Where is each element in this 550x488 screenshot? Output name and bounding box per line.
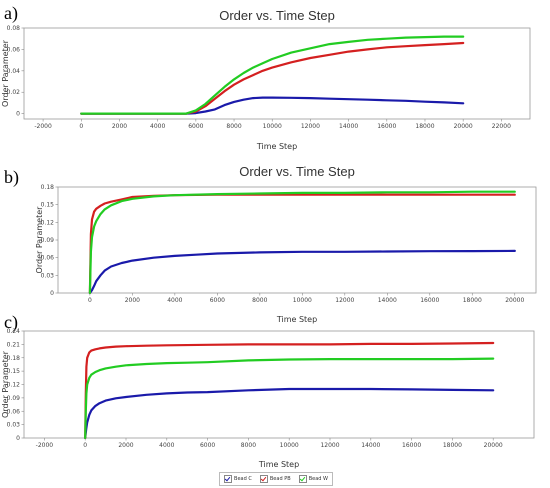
x-tick-label-c: 18000: [443, 442, 462, 449]
y-tick-label-b: 0: [50, 290, 54, 297]
x-tick-label-b: 16000: [420, 297, 439, 304]
y-axis-label-c: Order Parameter: [1, 350, 10, 418]
legend-label-bead-c: Bead C: [234, 476, 252, 482]
series-line-bead-w-a: [80, 35, 465, 115]
y-tick-label-b: 0.15: [41, 202, 55, 209]
chart-title-a: Order vs. Time Step: [219, 8, 335, 23]
x-tick-label-b: 0: [88, 297, 92, 304]
x-tick-label-c: 10000: [280, 442, 299, 449]
y-tick-label-b: 0.06: [41, 255, 55, 262]
x-tick-label-b: 10000: [293, 297, 312, 304]
series-line-bead-w-b: [88, 190, 516, 295]
x-axis-label-c: Time Step: [258, 460, 299, 469]
x-tick-label-b: 14000: [378, 297, 397, 304]
x-tick-label-a: 14000: [339, 123, 358, 130]
y-tick-label-a: 0.02: [7, 89, 21, 96]
x-tick-label-b: 6000: [210, 297, 225, 304]
x-tick-label-a: 22000: [492, 123, 511, 130]
y-tick-label-a: 0: [16, 111, 20, 118]
x-tick-label-c: 0: [83, 442, 87, 449]
y-tick-label-c: 0.18: [7, 355, 21, 362]
legend: Bead C Bead PB Bead W: [219, 472, 333, 486]
x-tick-label-a: 16000: [377, 123, 396, 130]
panel-label-a: a): [4, 3, 18, 23]
x-tick-label-c: 4000: [159, 442, 174, 449]
x-tick-label-a: 4000: [150, 123, 165, 130]
chart-title-b: Order vs. Time Step: [239, 164, 355, 179]
y-tick-label-a: 0.06: [7, 46, 21, 53]
y-tick-label-b: 0.12: [41, 219, 55, 226]
y-tick-label-b: 0.18: [41, 184, 55, 191]
x-tick-label-c: 8000: [241, 442, 256, 449]
legend-item-bead-pb[interactable]: Bead PB: [259, 475, 291, 483]
legend-swatch-bead-pb: [259, 475, 268, 483]
x-tick-label-b: 2000: [125, 297, 140, 304]
y-axis-label-b: Order Parameter: [35, 206, 44, 274]
y-tick-label-c: 0.21: [7, 341, 21, 348]
series-line-bead-pb-c: [84, 341, 495, 440]
legend-label-bead-pb: Bead PB: [269, 476, 291, 482]
x-tick-label-a: 8000: [226, 123, 241, 130]
series-line-bead-w-c: [84, 357, 495, 440]
plot-area-a: [23, 27, 531, 120]
y-tick-label-b: 0.03: [41, 272, 55, 279]
x-axis-label-a: Time Step: [256, 142, 297, 151]
x-tick-label-c: 6000: [200, 442, 215, 449]
x-tick-label-b: 18000: [463, 297, 482, 304]
y-tick-label-b: 0.09: [41, 237, 55, 244]
x-tick-label-b: 20000: [505, 297, 524, 304]
y-tick-label-c: 0: [16, 435, 20, 442]
x-tick-label-a: 10000: [263, 123, 282, 130]
series-line-bead-pb-a: [80, 41, 465, 115]
x-tick-label-a: 20000: [454, 123, 473, 130]
x-tick-label-a: 6000: [188, 123, 203, 130]
series-line-bead-pb-b: [88, 193, 516, 295]
y-axis-label-a: Order Parameter: [1, 39, 10, 107]
x-tick-label-a: 2000: [112, 123, 127, 130]
y-tick-label-a: 0.04: [7, 68, 21, 75]
series-line-bead-c-b: [88, 249, 516, 295]
x-axis-label-b: Time Step: [276, 315, 317, 324]
legend-item-bead-w[interactable]: Bead W: [298, 475, 328, 483]
plot-area-b: [57, 186, 537, 294]
x-tick-label-a: 12000: [301, 123, 320, 130]
x-tick-label-a: -2000: [34, 123, 52, 130]
y-tick-label-c: 0.09: [7, 395, 21, 402]
x-tick-label-c: 14000: [361, 442, 380, 449]
x-tick-label-a: 18000: [415, 123, 434, 130]
x-tick-label-b: 8000: [252, 297, 267, 304]
x-tick-label-b: 12000: [335, 297, 354, 304]
panel-label-c: c): [4, 312, 18, 332]
legend-swatch-bead-c: [224, 475, 233, 483]
x-tick-label-b: 4000: [167, 297, 182, 304]
series-line-bead-c-a: [80, 96, 465, 115]
legend-item-bead-c[interactable]: Bead C: [224, 475, 252, 483]
legend-swatch-bead-w: [298, 475, 307, 483]
x-tick-label-c: 20000: [484, 442, 503, 449]
x-tick-label-c: -2000: [36, 442, 54, 449]
x-tick-label-c: 16000: [402, 442, 421, 449]
y-tick-label-c: 0.06: [7, 408, 21, 415]
y-tick-label-c: 0.15: [7, 368, 21, 375]
legend-label-bead-w: Bead W: [308, 476, 328, 482]
y-tick-label-c: 0.03: [7, 422, 21, 429]
series-line-bead-c-c: [84, 387, 495, 440]
x-tick-label-c: 2000: [118, 442, 133, 449]
panel-label-b: b): [4, 167, 19, 187]
x-tick-label-a: 0: [79, 123, 83, 130]
plot-area-c: [23, 330, 535, 439]
y-tick-label-a: 0.08: [7, 25, 21, 32]
x-tick-label-c: 12000: [320, 442, 339, 449]
y-tick-label-c: 0.12: [7, 382, 21, 389]
